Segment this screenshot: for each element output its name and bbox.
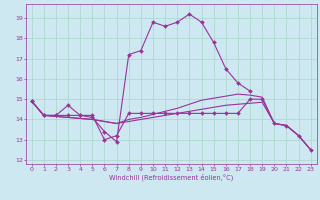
- X-axis label: Windchill (Refroidissement éolien,°C): Windchill (Refroidissement éolien,°C): [109, 173, 233, 181]
